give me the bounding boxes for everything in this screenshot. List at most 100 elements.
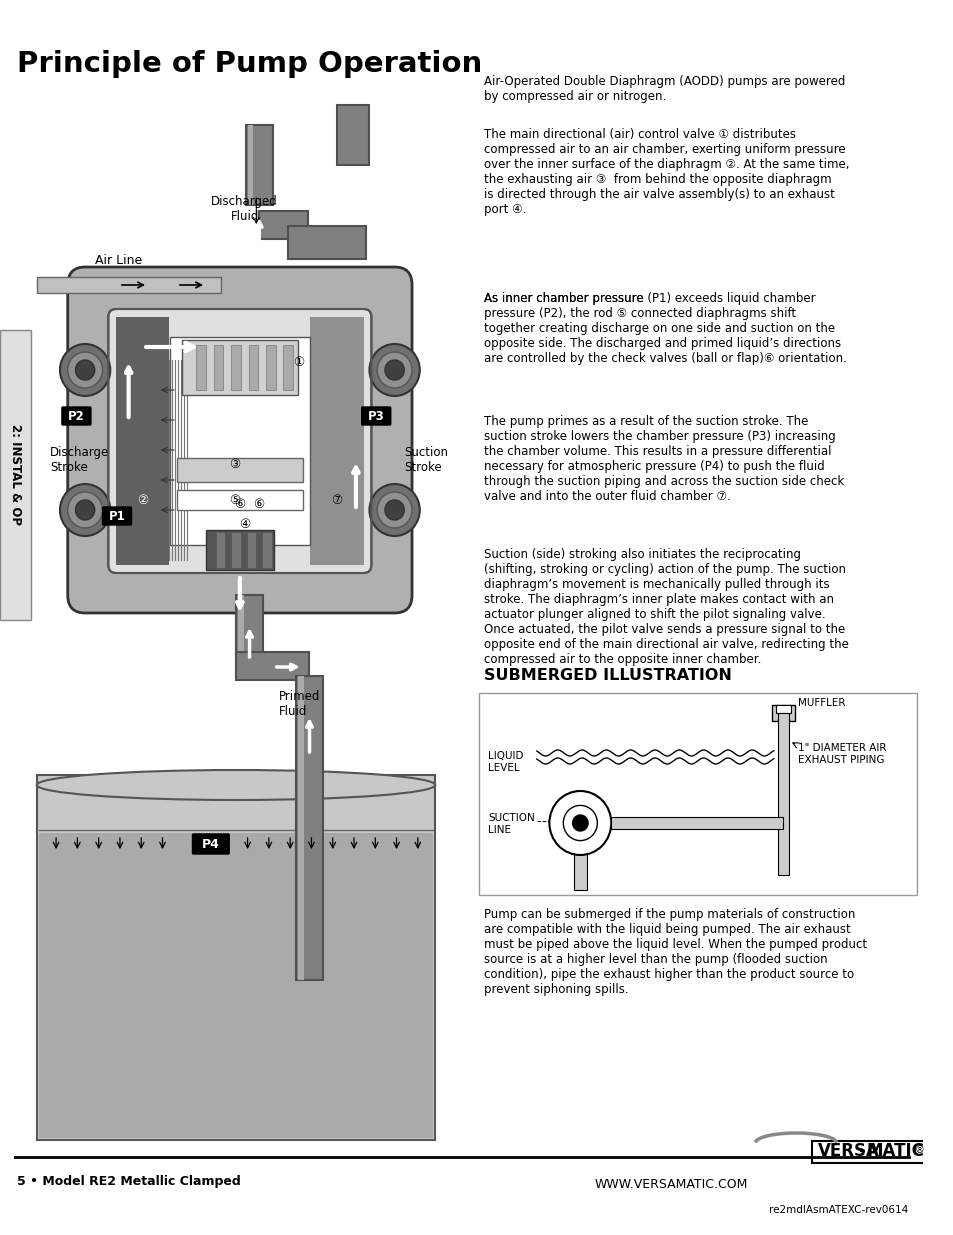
Circle shape [376,352,412,388]
Text: ⑦: ⑦ [331,494,342,506]
Circle shape [75,500,94,520]
Bar [196,345,206,390]
Text: The main directional (air) control valve ① distributes
compressed air to an air : The main directional (air) control valve… [483,128,848,216]
Bar [336,105,368,165]
FancyBboxPatch shape [102,508,132,525]
FancyBboxPatch shape [0,330,30,620]
Bar [266,345,275,390]
Circle shape [385,500,404,520]
Circle shape [572,815,587,831]
Bar [611,818,782,829]
Bar [213,345,223,390]
Text: P3: P3 [368,410,384,422]
Circle shape [549,790,611,855]
Circle shape [376,492,412,529]
Circle shape [75,359,94,380]
Text: Primed
Fluid: Primed Fluid [278,690,319,718]
Text: SUBMERGED ILLUSTRATION: SUBMERGED ILLUSTRATION [483,668,731,683]
Bar [94,501,114,517]
Text: SUCTION
LINE: SUCTION LINE [488,813,535,835]
Bar [39,832,433,1137]
Circle shape [369,484,419,536]
Text: 2: INSTAL & OP: 2: INSTAL & OP [9,425,22,526]
Text: ⑥: ⑥ [234,499,245,511]
Bar [37,776,435,1140]
Text: MUFFLER: MUFFLER [797,698,844,708]
Bar [288,226,365,259]
Text: ②: ② [137,494,149,506]
Bar [283,345,293,390]
Ellipse shape [37,769,435,800]
Circle shape [68,492,102,529]
Bar [37,277,220,293]
Bar [812,1141,923,1163]
Bar [365,501,385,517]
Text: 1" DIAMETER AIR
EXHAUST PIPING: 1" DIAMETER AIR EXHAUST PIPING [797,743,885,764]
Text: LIQUID
LEVEL: LIQUID LEVEL [488,751,523,773]
Bar [365,362,385,378]
Bar [237,595,243,676]
Bar [215,532,225,568]
Bar [177,490,302,510]
Text: As inner chamber pressure: As inner chamber pressure [483,291,646,305]
Text: Pump can be submerged if the pump materials of construction
are compatible with : Pump can be submerged if the pump materi… [483,908,866,995]
Text: P2: P2 [68,410,85,422]
FancyBboxPatch shape [116,317,169,564]
FancyBboxPatch shape [310,317,363,564]
Bar [182,340,297,395]
Circle shape [369,345,419,396]
Bar [235,595,263,676]
Circle shape [562,805,597,841]
Bar [248,125,253,205]
Bar [478,693,916,895]
Text: MATIC: MATIC [865,1142,923,1160]
Text: ④: ④ [239,519,250,531]
Bar [177,458,302,482]
Text: ①: ① [293,356,304,368]
Bar [206,530,274,571]
Text: Air-Operated Double Diaphragm (AODD) pumps are powered
by compressed air or nitr: Air-Operated Double Diaphragm (AODD) pum… [483,75,844,103]
Bar [170,337,309,545]
Text: 5 • Model RE2 Metallic Clamped: 5 • Model RE2 Metallic Clamped [17,1174,241,1188]
Bar [297,676,303,981]
Bar [231,345,240,390]
Text: VERSA: VERSA [818,1142,880,1160]
Bar [259,211,307,240]
Text: -: - [858,1142,864,1160]
Bar [295,676,323,981]
Bar [573,845,586,890]
Circle shape [385,359,404,380]
Text: The pump primes as a result of the suction stroke. The
suction stroke lowers the: The pump primes as a result of the sucti… [483,415,843,503]
Text: ⑤: ⑤ [229,494,240,506]
Bar [246,125,273,205]
FancyBboxPatch shape [62,408,91,425]
FancyBboxPatch shape [361,408,391,425]
Bar [247,532,256,568]
Circle shape [60,484,111,536]
Text: Suction (side) stroking also initiates the reciprocating
(shifting, stroking or : Suction (side) stroking also initiates t… [483,548,847,666]
Text: Air Line: Air Line [95,254,142,267]
Circle shape [60,345,111,396]
Bar [771,705,794,721]
FancyBboxPatch shape [193,834,229,853]
Text: ⑥: ⑥ [253,499,265,511]
Text: re2mdlAsmATEXC-rev0614: re2mdlAsmATEXC-rev0614 [768,1205,907,1215]
Text: Discharge
Stroke: Discharge Stroke [51,446,110,474]
Text: ③: ③ [229,458,240,472]
Text: As inner chamber pressure (P1) exceeds liquid chamber
pressure (P2), the rod ⑤ c: As inner chamber pressure (P1) exceeds l… [483,291,845,366]
FancyBboxPatch shape [68,267,412,613]
Text: Principle of Pump Operation: Principle of Pump Operation [17,49,482,78]
Text: ®: ® [914,1145,923,1155]
Bar [249,345,258,390]
Text: Suction
Stroke: Suction Stroke [404,446,448,474]
Bar [235,652,308,680]
Bar [262,532,272,568]
Circle shape [68,352,102,388]
Text: P4: P4 [202,837,219,851]
FancyBboxPatch shape [109,309,371,573]
Text: Discharged
Fluid: Discharged Fluid [212,195,277,224]
Bar [94,362,114,378]
Bar [231,532,240,568]
Text: P1: P1 [109,510,125,522]
Bar [775,705,790,713]
